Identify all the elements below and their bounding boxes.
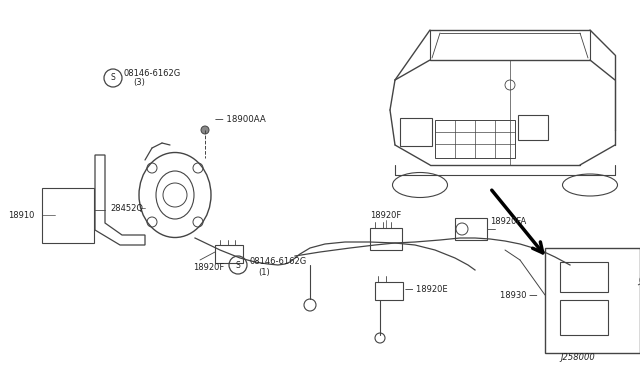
Bar	[545, 248, 640, 353]
Text: 18910: 18910	[8, 211, 35, 219]
Text: J258000: J258000	[560, 353, 595, 362]
Text: (1): (1)	[258, 267, 269, 276]
Bar	[435, 120, 515, 158]
Text: 08146-6162G: 08146-6162G	[124, 70, 181, 78]
Text: 18920F: 18920F	[193, 263, 224, 273]
Circle shape	[201, 126, 209, 134]
Text: 18920FA: 18920FA	[490, 218, 526, 227]
Bar	[215, 245, 243, 263]
Bar	[560, 262, 608, 292]
Text: (3): (3)	[133, 78, 145, 87]
Text: 28452Q: 28452Q	[110, 203, 143, 212]
Bar	[370, 228, 402, 250]
Text: — 18920E: — 18920E	[405, 285, 447, 294]
Bar	[518, 115, 548, 140]
Bar	[375, 282, 403, 300]
Text: S: S	[111, 74, 115, 83]
Bar	[560, 300, 608, 335]
Text: — 18900AA: — 18900AA	[215, 115, 266, 125]
Text: S: S	[236, 260, 241, 269]
Bar	[455, 218, 487, 240]
Text: 18920F: 18920F	[370, 211, 401, 219]
Bar	[42, 188, 94, 243]
Text: 18930 —: 18930 —	[500, 291, 538, 299]
Bar	[400, 118, 432, 146]
Text: 08146-6162G: 08146-6162G	[250, 257, 307, 266]
